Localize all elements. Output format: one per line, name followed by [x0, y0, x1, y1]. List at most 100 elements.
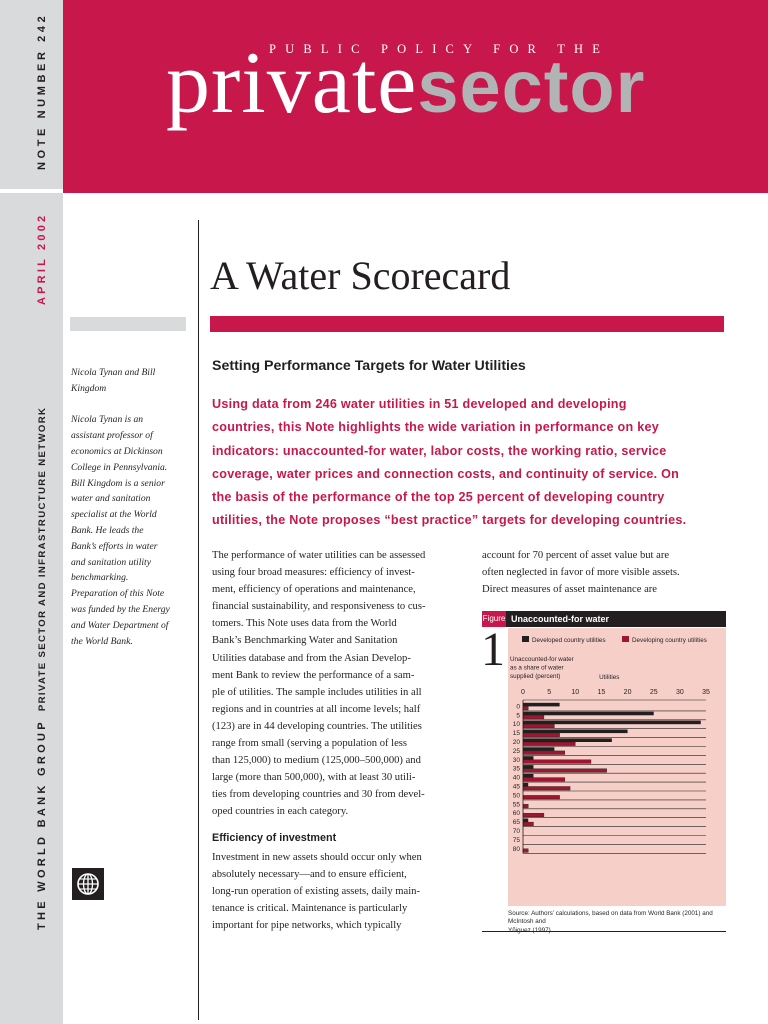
title-red-bar: [210, 316, 724, 332]
y-tick-label: 40: [513, 775, 521, 782]
author-bio-line: benchmarking.: [71, 572, 129, 584]
bar-developing: [522, 768, 607, 773]
author-bio-line: and Water Department of: [71, 619, 169, 631]
author-bio-line: Bill Kingdom is a senior: [71, 477, 165, 489]
bar-developing: [522, 732, 560, 737]
bar-developing: [522, 723, 555, 728]
bar-developing: [522, 812, 545, 817]
figure-number: 1: [481, 623, 505, 676]
abstract: Using data from 246 water utilities in 5…: [212, 393, 724, 533]
bar-developed: [523, 747, 555, 751]
author-bio-line: College in Pennsylvania.: [71, 461, 168, 473]
figure-source: Source: Authors’ calculations, based on …: [508, 910, 726, 935]
x-tick-label: 10: [571, 689, 579, 696]
body-text-line: The performance of water utilities can b…: [212, 550, 426, 561]
brand-sector: sector: [417, 45, 646, 128]
x-tick-label: 20: [624, 689, 632, 696]
body-text-line: range from small (serving a population o…: [212, 738, 408, 750]
bar-developing: [522, 848, 529, 853]
body-text-line: Investment in new assets should occur on…: [212, 852, 422, 863]
legend-label-developed: Developed country utilities: [532, 637, 606, 644]
body-text-line: Bank’s Benchmarking Water and Sanitation: [212, 635, 398, 647]
y-axis-title-line: supplied (percent): [510, 673, 560, 680]
sidebar-grey-bar: [70, 317, 186, 331]
bar-developing: [522, 715, 545, 720]
x-tick-label: 15: [598, 689, 606, 696]
section-heading-investment: Efficiency of investment: [212, 832, 337, 844]
bar-developed: [523, 765, 534, 769]
y-tick-label: 0: [516, 703, 520, 710]
bar-developing: [522, 759, 592, 764]
body-text-line: ple of utilities. The sample includes ut…: [212, 686, 422, 698]
masthead: PUBLIC POLICY FOR THE privatesector: [63, 0, 768, 193]
body-text-line: regions and in countries at all income l…: [212, 703, 421, 715]
unaccounted-water-chart: Developed country utilities Developing co…: [510, 636, 710, 854]
author-bio-line: assistant professor of: [71, 430, 153, 442]
series-line: PUBLIC POLICY FOR THE: [269, 42, 610, 56]
y-tick-label: 70: [513, 828, 521, 835]
y-tick-label: 20: [513, 739, 521, 746]
bar-developing: [522, 741, 576, 746]
author-bio-line: was funded by the Energy: [71, 603, 170, 615]
bar-developed: [523, 818, 529, 823]
note-number: NOTE NUMBER 242: [36, 12, 48, 170]
bar-developed: [523, 720, 701, 725]
author-bio-line: Bank’s efforts in water: [71, 540, 158, 552]
document-title: A Water Scorecard: [210, 253, 511, 298]
body-text-line: ties from developing countries and 30 fr…: [212, 789, 425, 801]
abstract-line: coverage, water prices and connection co…: [212, 466, 680, 481]
document-subtitle: Setting Performance Targets for Water Ut…: [212, 358, 526, 374]
body-text-line: ment, efficiency of operations and maint…: [212, 584, 416, 596]
network-name: PRIVATE SECTOR AND INFRASTRUCTURE NETWOR…: [37, 406, 48, 712]
abstract-line: Using data from 246 water utilities in 5…: [212, 397, 627, 411]
figure-header: Figure Unaccounted-for water: [482, 611, 726, 627]
y-tick-label: 30: [513, 757, 521, 764]
legend-swatch-developed: [522, 636, 529, 642]
author-name-line: Kingdom: [71, 382, 107, 394]
figure-title: Unaccounted-for water: [511, 614, 610, 624]
author-bio-line: the World Bank.: [71, 635, 133, 647]
y-axis-title-line: Unaccounted-for water: [510, 656, 574, 663]
y-tick-label: 50: [513, 792, 521, 799]
author-names: Nicola Tynan and Bill Kingdom: [71, 365, 189, 397]
x-tick-label: 25: [650, 689, 658, 696]
body-text-line: large (more than 500,000), with at least…: [212, 772, 416, 784]
abstract-line: utilities, the Note proposes “best pract…: [212, 513, 687, 528]
figure-source-line: Source: Authors’ calculations, based on …: [508, 910, 713, 926]
legend-label-developing: Developing country utilities: [632, 637, 707, 644]
author-bio-line: Preparation of this Note: [71, 588, 165, 600]
y-tick-label: 15: [513, 730, 521, 737]
y-tick-label: 5: [516, 712, 520, 719]
x-tick-label: 0: [521, 689, 525, 696]
bar-developing: [522, 777, 566, 782]
y-tick-label: 55: [513, 801, 521, 808]
publisher-network: THE WORLD BANK GROUP PRIVATE SECTOR AND …: [36, 407, 48, 930]
bar-developed: [523, 729, 628, 734]
abstract-line: countries, this Note highlights the wide…: [212, 420, 659, 435]
y-tick-label: 75: [513, 837, 521, 844]
y-tick-label: 35: [513, 766, 521, 773]
bar-developing: [522, 795, 560, 800]
body-text-line: absolutely necessary—and to ensure effic…: [212, 869, 407, 881]
brand-wordmark: privatesector: [166, 40, 645, 128]
figure-tag: Figure: [482, 611, 506, 627]
author-name-line: Nicola Tynan and Bill: [71, 367, 156, 378]
world-bank-logo-icon: [72, 868, 104, 900]
body-text-line: financial sustainability, and responsive…: [212, 601, 426, 613]
body-text-line: (123) are in 44 developing countries. Th…: [212, 720, 422, 732]
vertical-rule: [198, 220, 199, 1020]
bar-developed: [523, 711, 654, 716]
issue-date: APRIL 2002: [36, 212, 48, 305]
bar-developed: [523, 756, 534, 760]
author-bio-line: economics at Dickinson: [71, 445, 163, 457]
body-text-line: Utilities database and from the Asian De…: [212, 652, 411, 664]
author-bio-line: specialist at the World: [71, 509, 157, 521]
figure-bottom-rule: [482, 931, 726, 932]
body-text-line: account for 70 percent of asset value bu…: [482, 550, 670, 561]
legend-swatch-developing: [622, 636, 629, 642]
y-tick-label: 80: [513, 846, 521, 853]
y-tick-label: 10: [513, 721, 521, 728]
bar-developed: [523, 782, 529, 787]
body-text-line: using four broad measures: efficiency of…: [212, 567, 415, 579]
body-text-line: oped countries in each category.: [212, 806, 349, 818]
